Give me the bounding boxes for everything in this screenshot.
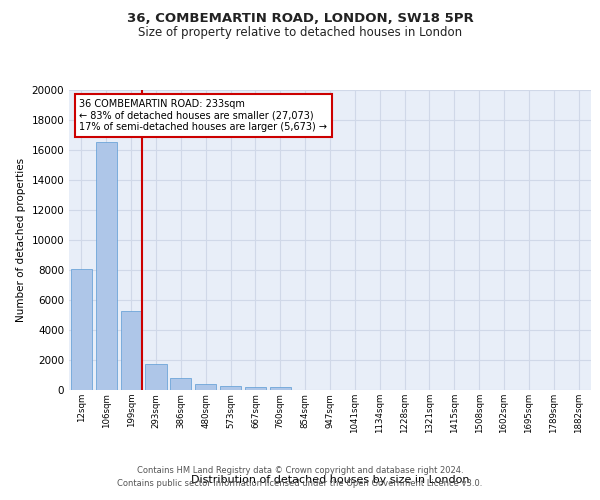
Bar (71, 268, 92, 390)
Bar (96, 142, 117, 390)
X-axis label: Distribution of detached houses by size in London: Distribution of detached houses by size … (191, 475, 469, 485)
Text: Size of property relative to detached houses in London: Size of property relative to detached ho… (138, 26, 462, 39)
Text: 36 COMBEMARTIN ROAD: 233sqm
← 83% of detached houses are smaller (27,073)
17% of: 36 COMBEMARTIN ROAD: 233sqm ← 83% of det… (79, 99, 328, 132)
Bar (245, 386, 266, 390)
Bar (195, 384, 216, 390)
Text: Contains HM Land Registry data © Crown copyright and database right 2024.
Contai: Contains HM Land Registry data © Crown c… (118, 466, 482, 487)
Bar (145, 364, 167, 390)
Text: 36, COMBEMARTIN ROAD, LONDON, SW18 5PR: 36, COMBEMARTIN ROAD, LONDON, SW18 5PR (127, 12, 473, 26)
Bar (270, 387, 291, 390)
Bar (121, 310, 142, 390)
Bar (220, 386, 241, 390)
Bar (170, 378, 191, 390)
Y-axis label: Number of detached properties: Number of detached properties (16, 158, 26, 322)
